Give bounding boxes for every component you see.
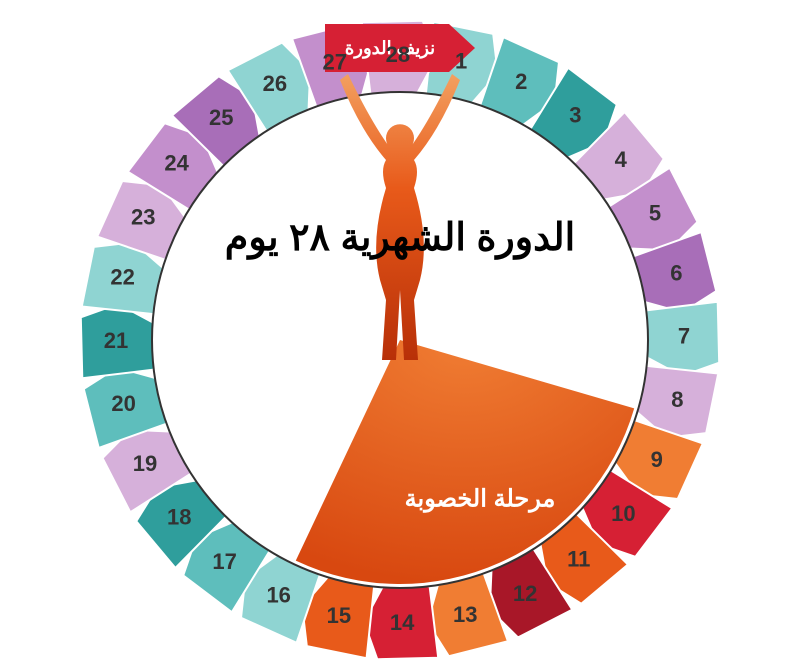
day-number-10: 10 bbox=[611, 501, 635, 526]
day-number-11: 11 bbox=[567, 547, 590, 572]
cycle-diagram: مرحلة الخصوبة الدورة الشهرية ٢٨ يوم نزيف… bbox=[0, 0, 801, 661]
day-number-16: 16 bbox=[266, 583, 290, 608]
day-number-27: 27 bbox=[322, 49, 346, 74]
day-number-18: 18 bbox=[167, 505, 191, 530]
day-number-5: 5 bbox=[649, 201, 661, 226]
day-number-26: 26 bbox=[263, 71, 287, 96]
day-number-2: 2 bbox=[515, 69, 527, 94]
day-number-12: 12 bbox=[513, 581, 537, 606]
main-title: الدورة الشهرية ٢٨ يوم bbox=[225, 217, 575, 260]
day-number-24: 24 bbox=[164, 150, 189, 175]
day-number-15: 15 bbox=[327, 603, 351, 628]
day-number-1: 1 bbox=[455, 48, 467, 73]
day-number-22: 22 bbox=[110, 265, 134, 290]
day-number-14: 14 bbox=[390, 610, 415, 635]
fertile-label: مرحلة الخصوبة bbox=[405, 485, 556, 513]
day-number-6: 6 bbox=[670, 261, 682, 286]
day-number-17: 17 bbox=[212, 549, 236, 574]
day-number-20: 20 bbox=[111, 391, 135, 416]
day-number-9: 9 bbox=[651, 447, 663, 472]
day-number-21: 21 bbox=[104, 328, 128, 353]
day-number-28: 28 bbox=[386, 42, 410, 67]
day-number-25: 25 bbox=[209, 105, 233, 130]
day-number-23: 23 bbox=[131, 205, 155, 230]
day-number-7: 7 bbox=[678, 324, 690, 349]
day-number-3: 3 bbox=[569, 102, 581, 127]
day-number-13: 13 bbox=[453, 602, 477, 627]
day-number-8: 8 bbox=[671, 387, 683, 412]
day-number-19: 19 bbox=[133, 451, 157, 476]
day-number-4: 4 bbox=[615, 147, 628, 172]
